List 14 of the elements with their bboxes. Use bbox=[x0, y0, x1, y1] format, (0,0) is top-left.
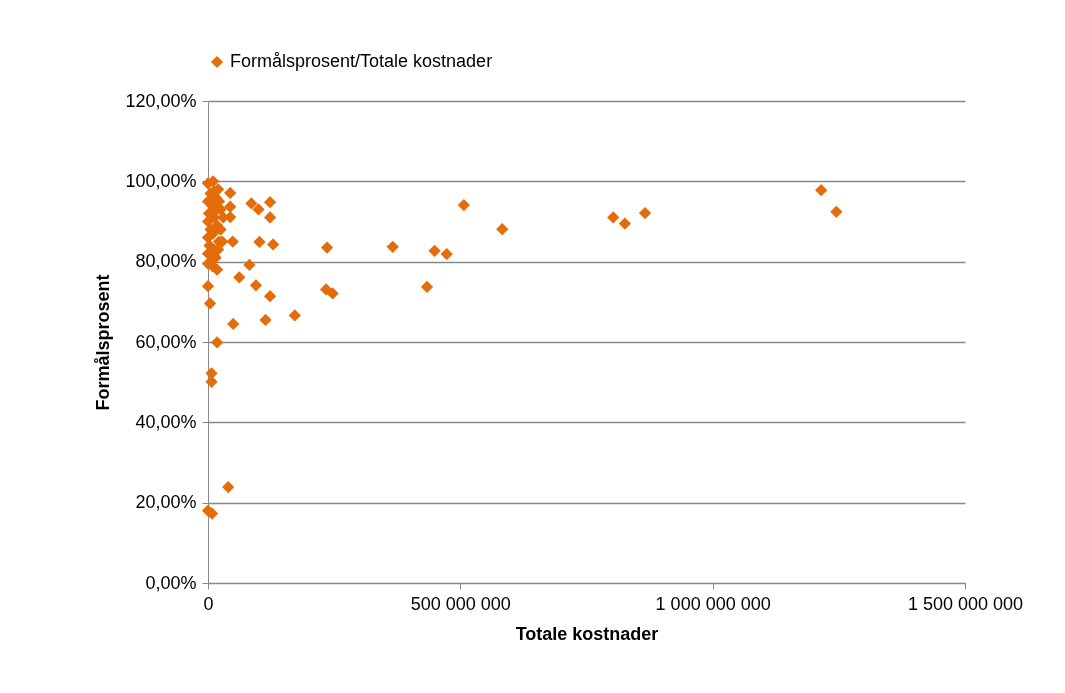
x-tick-label: 0 bbox=[203, 593, 214, 614]
legend-label: Formålsprosent/Totale kostnader bbox=[230, 51, 493, 71]
x-axis-title: Totale kostnader bbox=[515, 623, 659, 644]
y-tick-label: 20,00% bbox=[135, 492, 197, 513]
x-tick-label: 500 000 000 bbox=[410, 593, 511, 614]
y-axis-title: Formålsprosent bbox=[93, 274, 114, 411]
y-tick-label: 80,00% bbox=[135, 251, 197, 272]
y-tick-label: 60,00% bbox=[135, 331, 197, 352]
y-tick-label: 120,00% bbox=[125, 90, 197, 111]
x-tick-label: 1 500 000 000 bbox=[907, 593, 1024, 614]
y-tick-label: 0,00% bbox=[145, 572, 197, 593]
y-tick-label: 100,00% bbox=[125, 170, 197, 191]
x-tick-label: 1 000 000 000 bbox=[655, 593, 771, 614]
y-tick-label: 40,00% bbox=[135, 411, 197, 432]
